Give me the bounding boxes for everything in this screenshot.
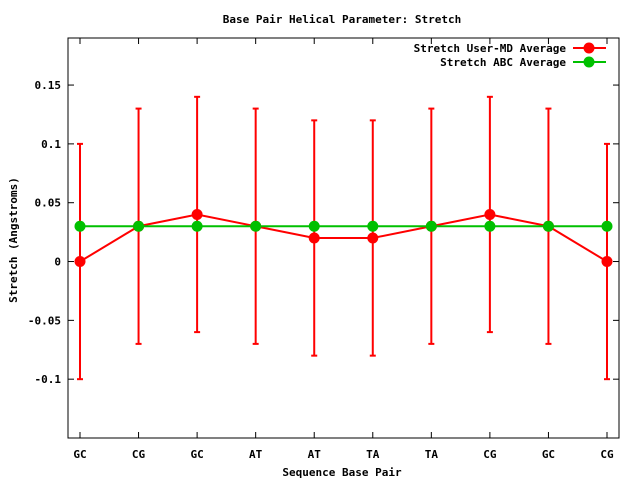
x-axis: GC CG GC AT AT TA TA CG GC CG [73,38,614,461]
y-axis: -0.1 -0.05 0 0.05 0.1 0.15 [28,79,619,386]
y-tick-label: -0.05 [28,314,61,327]
x-tick-label: AT [308,448,322,461]
data-point-0 [367,232,379,244]
data-point-1 [308,220,320,232]
chart-title: Base Pair Helical Parameter: Stretch [223,13,461,26]
legend-label-user-md: Stretch User-MD Average [414,42,567,55]
data-point-1 [601,220,613,232]
y-tick-label: 0.15 [35,79,62,92]
data-point-1 [367,220,379,232]
legend-marker-1 [583,56,595,68]
plot-frame [67,37,620,439]
x-tick-label: TA [425,448,439,461]
data-point-0 [191,208,203,220]
data-point-1 [425,220,437,232]
series-points [74,208,613,268]
y-axis-label: Stretch (Angstroms) [7,177,20,303]
data-point-0 [308,232,320,244]
x-axis-label: Sequence Base Pair [282,466,402,479]
data-point-0 [601,256,613,268]
series-line-0 [79,213,608,263]
x-tick-label: GC [542,448,555,461]
x-tick-label: GC [190,448,203,461]
data-point-1 [542,220,554,232]
y-tick-label: 0.05 [35,197,62,210]
x-tick-label: TA [366,448,380,461]
data-point-0 [74,256,86,268]
y-tick-label: -0.1 [35,373,62,386]
legend: Stretch User-MD Average Stretch ABC Aver… [414,42,606,69]
x-tick-label: CG [600,448,614,461]
x-tick-label: CG [483,448,497,461]
x-tick-label: CG [132,448,146,461]
x-tick-label: GC [73,448,86,461]
y-tick-label: 0.1 [41,138,61,151]
legend-marker-0 [583,42,595,54]
data-point-1 [133,220,145,232]
data-point-1 [250,220,262,232]
data-point-1 [191,220,203,232]
legend-label-abc: Stretch ABC Average [440,56,566,69]
y-tick-label: 0 [54,256,61,269]
x-tick-label: AT [249,448,263,461]
series-lines [79,213,608,263]
data-point-1 [74,220,86,232]
data-point-1 [484,220,496,232]
data-point-0 [484,208,496,220]
